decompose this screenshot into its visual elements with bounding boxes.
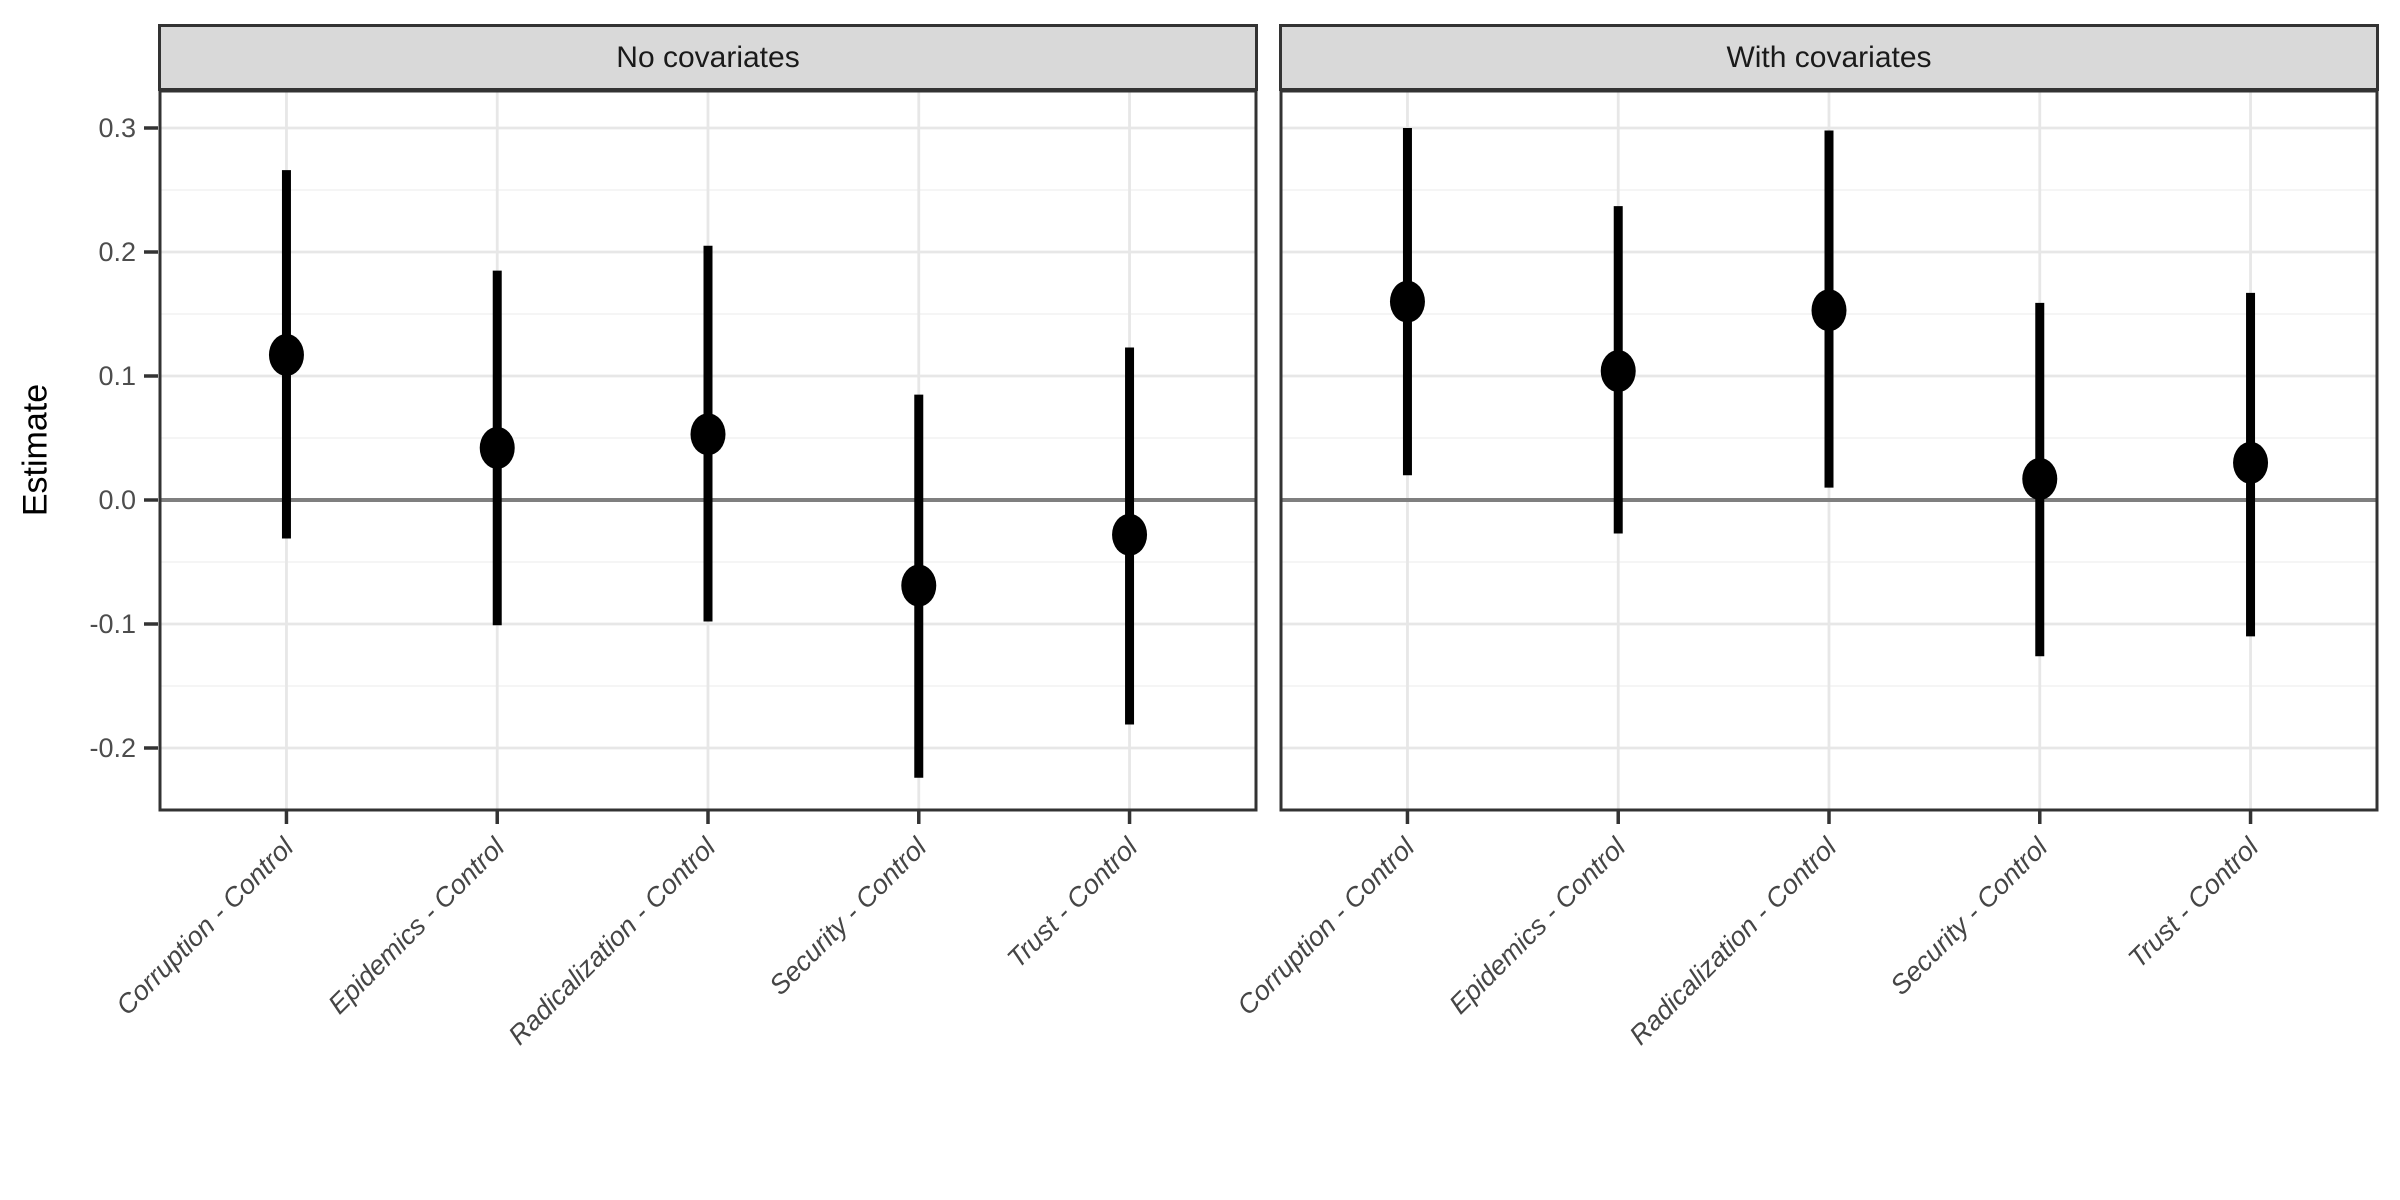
point-estimate <box>2022 457 2058 500</box>
facet-strip-label: With covariates <box>1726 40 1932 74</box>
point-estimate <box>1389 280 1425 323</box>
facet-strip-with-covariates: With covariates <box>1279 24 2379 91</box>
point-estimate <box>2233 441 2269 484</box>
y-tick-label: 0.3 <box>98 113 136 143</box>
y-tick-label: -0.1 <box>89 609 136 639</box>
point-estimate <box>901 564 937 607</box>
panel-border <box>158 89 1258 812</box>
point-estimate <box>1600 350 1636 393</box>
point-estimate <box>690 413 726 456</box>
point-estimate <box>1112 513 1148 556</box>
point-estimate <box>1811 289 1847 332</box>
y-tick-label: -0.2 <box>89 733 136 763</box>
point-estimate <box>479 426 515 469</box>
y-tick-label: 0.0 <box>98 485 136 515</box>
facet-panel-0 <box>158 89 1258 824</box>
facet-strip-no-covariates: No covariates <box>158 24 1258 91</box>
facet-strip-label: No covariates <box>616 40 800 74</box>
facet-panel-1 <box>1279 89 2379 824</box>
y-tick-label: 0.2 <box>98 237 136 267</box>
y-tick-label: 0.1 <box>98 361 136 391</box>
panel-border <box>1279 89 2379 812</box>
point-estimate <box>268 333 304 376</box>
